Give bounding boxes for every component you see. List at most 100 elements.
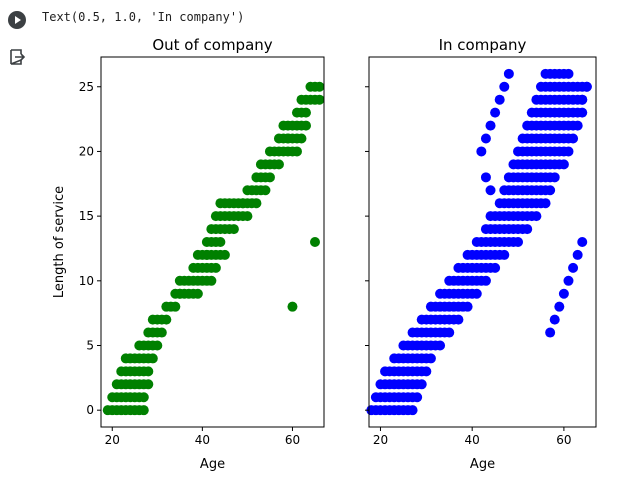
scatter-point: [568, 262, 579, 273]
x-tick-label: 60: [556, 433, 571, 447]
x-tick-label: 20: [373, 433, 388, 447]
scatter-point: [577, 237, 588, 247]
scatter-point: [545, 185, 556, 196]
scatter-point: [490, 262, 501, 273]
scatter-point: [314, 81, 325, 92]
x-tick-label: 60: [285, 433, 300, 447]
subplot-1: 20 40 60 0 5 10 15 20 25 Out of company Age Length …: [52, 36, 325, 472]
x-axis-label: Age: [200, 457, 225, 472]
scatter-point: [581, 81, 592, 92]
scatter-point: [558, 288, 569, 299]
y-tick-label: 15: [79, 209, 94, 223]
plot-frame: [368, 56, 597, 428]
scatter-point: [282, 133, 293, 144]
scatter-point: [314, 94, 325, 105]
scatter-point: [206, 275, 217, 286]
x-tick-label: 40: [465, 433, 480, 447]
scatter-point: [540, 198, 551, 209]
scatter-point: [138, 392, 149, 403]
scatter-point: [476, 146, 487, 157]
scatter-point: [156, 327, 167, 338]
scatter-point: [435, 340, 446, 351]
scatter-point: [287, 301, 298, 312]
y-tick-label: 5: [86, 338, 94, 352]
scatter-point: [563, 146, 574, 157]
scatter-point: [563, 275, 574, 286]
scatter-point: [264, 172, 275, 183]
scatter-point: [549, 314, 560, 325]
scatter-point: [572, 120, 583, 131]
y-tick-label: 25: [79, 80, 94, 94]
scatter-point: [494, 94, 505, 105]
scatter-point: [558, 159, 569, 170]
scatter-point: [453, 314, 464, 325]
plot-frame: [100, 56, 325, 428]
x-axis-label: Age: [470, 457, 495, 472]
scatter-point: [143, 366, 154, 377]
scatter-point: [577, 94, 588, 105]
scatter-point: [273, 159, 284, 170]
scatter-point: [503, 68, 514, 79]
scatter-point: [490, 107, 501, 118]
scatter-point: [219, 249, 230, 260]
scatter-point: [499, 81, 510, 92]
scatter-point: [170, 301, 181, 312]
x-tick-label: 20: [105, 433, 120, 447]
scatter-point: [138, 405, 149, 416]
scatter-point: [147, 353, 158, 364]
scatter-point: [416, 379, 427, 390]
scatter-point: [480, 133, 491, 144]
scatter-point: [161, 314, 172, 325]
y-tick-label: 10: [79, 274, 94, 288]
scatter-point: [242, 211, 253, 222]
scatter-point: [152, 340, 163, 351]
y-axis-label: Length of service: [52, 186, 67, 298]
scatter-point: [309, 237, 320, 247]
scatter-point: [531, 211, 542, 222]
y-tick-label: 20: [79, 144, 94, 158]
scatter-point: [462, 301, 473, 312]
scatter-point: [499, 249, 510, 260]
scatter-point: [471, 288, 482, 299]
scatter-point: [425, 353, 436, 364]
cell-output-text: Text(0.5, 1.0, 'In company'): [42, 10, 245, 24]
scatter-point: [485, 120, 496, 131]
chart-title: In company: [439, 36, 527, 54]
scatter-point: [407, 405, 418, 416]
scatter-point: [143, 379, 154, 390]
scatter-point: [260, 185, 271, 196]
x-tick-label: 40: [195, 433, 210, 447]
scatter-point: [480, 172, 491, 183]
scatter-point: [210, 262, 221, 273]
scatter-point: [554, 301, 565, 312]
scatter-point: [228, 224, 239, 235]
scatter-point: [251, 198, 262, 209]
scatter-point: [572, 249, 583, 260]
scatter-point: [174, 288, 185, 299]
scatter-point: [421, 366, 432, 377]
scatter-point: [192, 288, 203, 299]
scatter-point: [563, 68, 574, 79]
scatter-point: [480, 275, 491, 286]
run-cell-icon[interactable]: [8, 11, 26, 29]
scatter-point: [577, 107, 588, 118]
scatter-point: [201, 249, 212, 260]
scatter-point: [296, 133, 307, 144]
scatter-point: [412, 392, 423, 403]
scatter-point: [568, 133, 579, 144]
scatter-point: [237, 198, 248, 209]
scatter-point: [545, 327, 556, 338]
scatter-point: [300, 120, 311, 131]
y-tick-label: 0: [86, 403, 94, 417]
scatter-point: [291, 146, 302, 157]
scatter-point: [300, 107, 311, 118]
scatter-point: [485, 185, 496, 196]
scatter-point: [444, 327, 455, 338]
scatter-point: [522, 224, 533, 235]
scatter-point: [513, 237, 524, 247]
scatter-point: [215, 237, 226, 247]
subplot-2: 20 40 60 In company Age: [365, 36, 597, 472]
output-icon[interactable]: [8, 48, 26, 66]
chart-title: Out of company: [152, 36, 272, 54]
